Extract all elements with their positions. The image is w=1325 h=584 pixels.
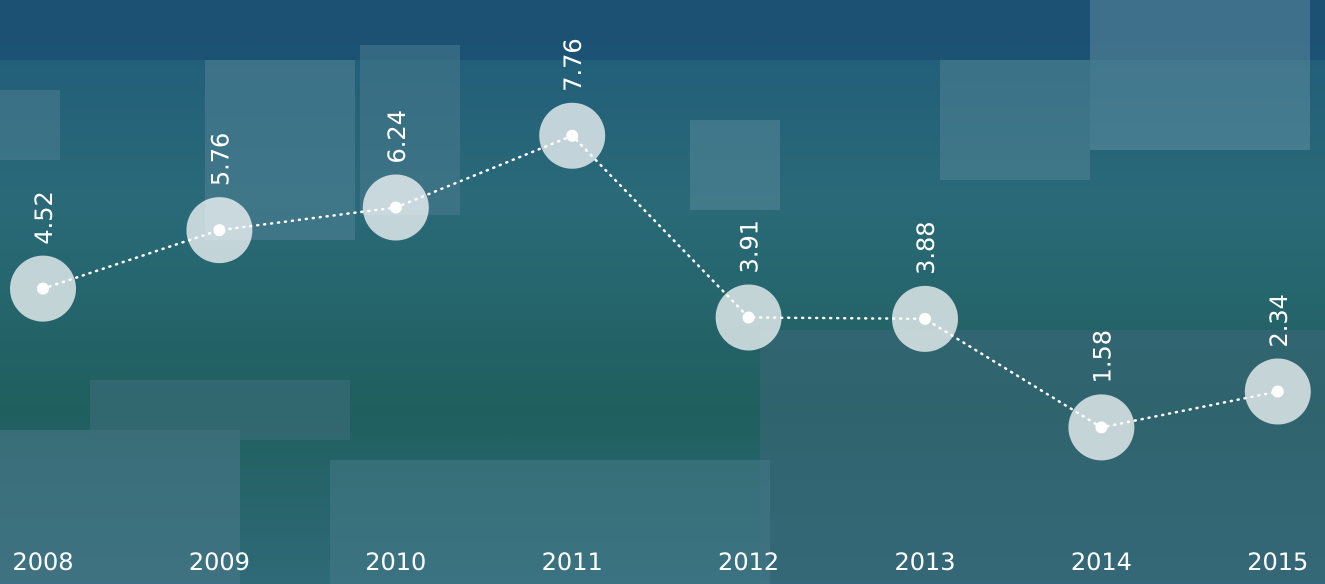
data-point (742, 311, 755, 324)
value-label: 2.34 (1265, 294, 1293, 347)
x-tick-label: 2012 (718, 548, 779, 576)
data-point (566, 129, 579, 142)
x-tick-label: 2014 (1071, 548, 1132, 576)
x-tick-label: 2008 (12, 548, 73, 576)
value-label: 1.58 (1088, 330, 1116, 383)
x-tick-label: 2010 (365, 548, 426, 576)
value-label: 6.24 (383, 110, 411, 163)
value-label: 3.91 (736, 220, 764, 273)
value-label: 5.76 (206, 133, 234, 186)
x-tick-label: 2013 (894, 548, 955, 576)
value-label: 3.88 (912, 221, 940, 274)
data-point (1271, 385, 1284, 398)
x-tick-label: 2009 (189, 548, 250, 576)
data-point (1095, 421, 1108, 434)
x-tick-label: 2015 (1247, 548, 1308, 576)
data-point (213, 224, 226, 237)
value-label: 4.52 (30, 191, 58, 244)
x-tick-label: 2011 (542, 548, 603, 576)
data-point (919, 312, 931, 325)
data-point (37, 282, 49, 295)
value-label: 7.76 (559, 38, 587, 91)
data-line (41, 134, 1280, 429)
data-point (389, 201, 402, 214)
